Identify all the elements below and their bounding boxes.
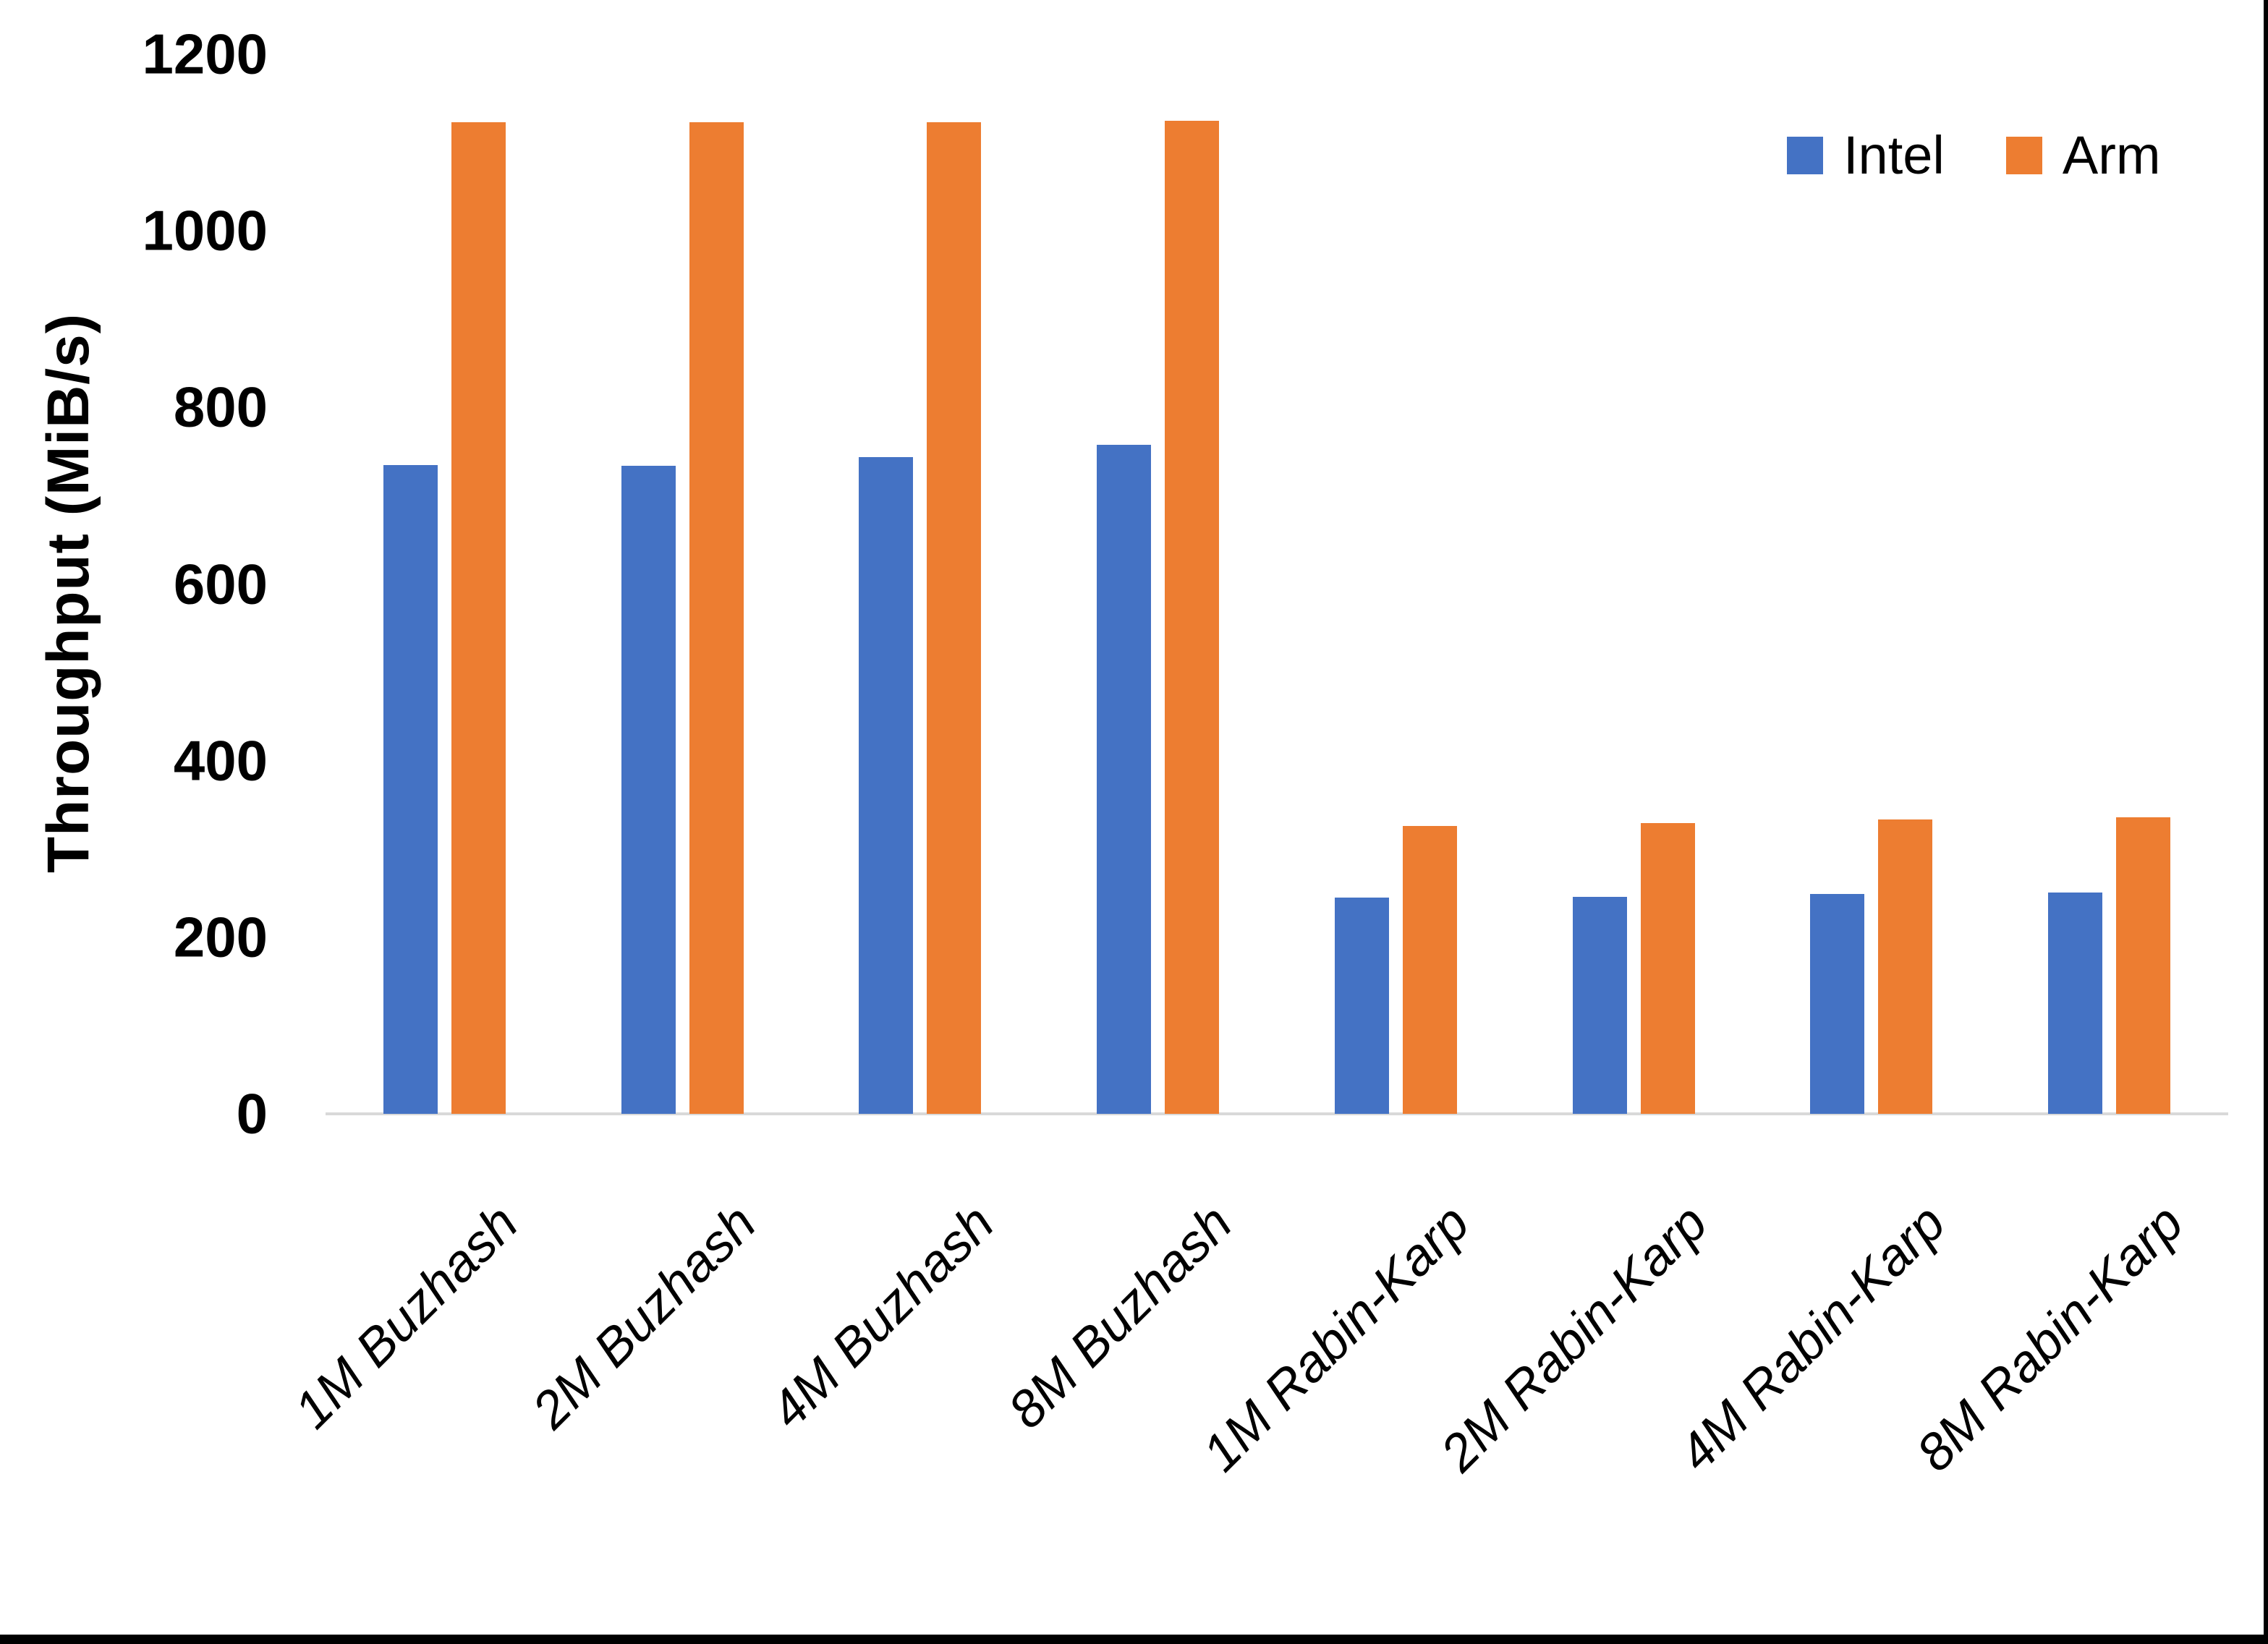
y-tick-label-0: 0 <box>236 1081 268 1146</box>
x-axis-label-1m-buzhash: 1M Buzhash <box>284 1193 530 1440</box>
x-axis-label-8m-buzhash: 8M Buzhash <box>997 1193 1243 1440</box>
bar-arm-2m-buzhash <box>689 122 744 1114</box>
bar-intel-1m-rabin-karp <box>1334 897 1389 1114</box>
legend-item-arm: Arm <box>2005 125 2161 185</box>
legend-item-intel: Intel <box>1787 129 1945 182</box>
legend-label-intel: Intel <box>1843 125 1945 185</box>
bar-arm-1m-rabin-karp <box>1402 826 1457 1114</box>
bar-arm-2m-rabin-karp <box>1640 823 1695 1114</box>
x-axis-line <box>326 1112 2228 1115</box>
y-tick-label-800: 800 <box>173 375 268 439</box>
y-tick-label-1000: 1000 <box>142 198 268 263</box>
y-tick-label-600: 600 <box>173 552 268 616</box>
legend-swatch-intel <box>1787 137 1823 174</box>
bar-intel-1m-buzhash <box>383 464 438 1114</box>
y-tick-label-1200: 1200 <box>142 22 268 86</box>
x-axis-label-2m-buzhash: 2M Buzhash <box>521 1193 768 1440</box>
bar-intel-4m-rabin-karp <box>1810 894 1865 1114</box>
bar-intel-2m-buzhash <box>621 465 676 1114</box>
x-axis-label-4m-buzhash: 4M Buzhash <box>759 1193 1006 1440</box>
legend-label-arm: Arm <box>2062 125 2161 185</box>
slide-bottom-edge <box>0 1635 2268 1644</box>
y-tick-label-200: 200 <box>173 905 268 969</box>
bar-intel-8m-buzhash <box>1097 444 1152 1114</box>
slide-right-edge <box>2264 0 2268 1644</box>
bar-arm-8m-buzhash <box>1165 120 1220 1114</box>
legend: Intel Arm <box>1787 129 2161 182</box>
bar-intel-8m-rabin-karp <box>2048 892 2103 1114</box>
bar-intel-4m-buzhash <box>859 456 914 1114</box>
legend-swatch-arm <box>2005 137 2042 174</box>
bar-arm-1m-buzhash <box>451 122 506 1114</box>
y-tick-label-400: 400 <box>173 728 268 793</box>
bar-intel-2m-rabin-karp <box>1572 896 1627 1114</box>
bar-arm-4m-buzhash <box>927 122 982 1114</box>
bar-arm-8m-rabin-karp <box>2116 817 2171 1114</box>
bar-arm-4m-rabin-karp <box>1878 819 1933 1114</box>
